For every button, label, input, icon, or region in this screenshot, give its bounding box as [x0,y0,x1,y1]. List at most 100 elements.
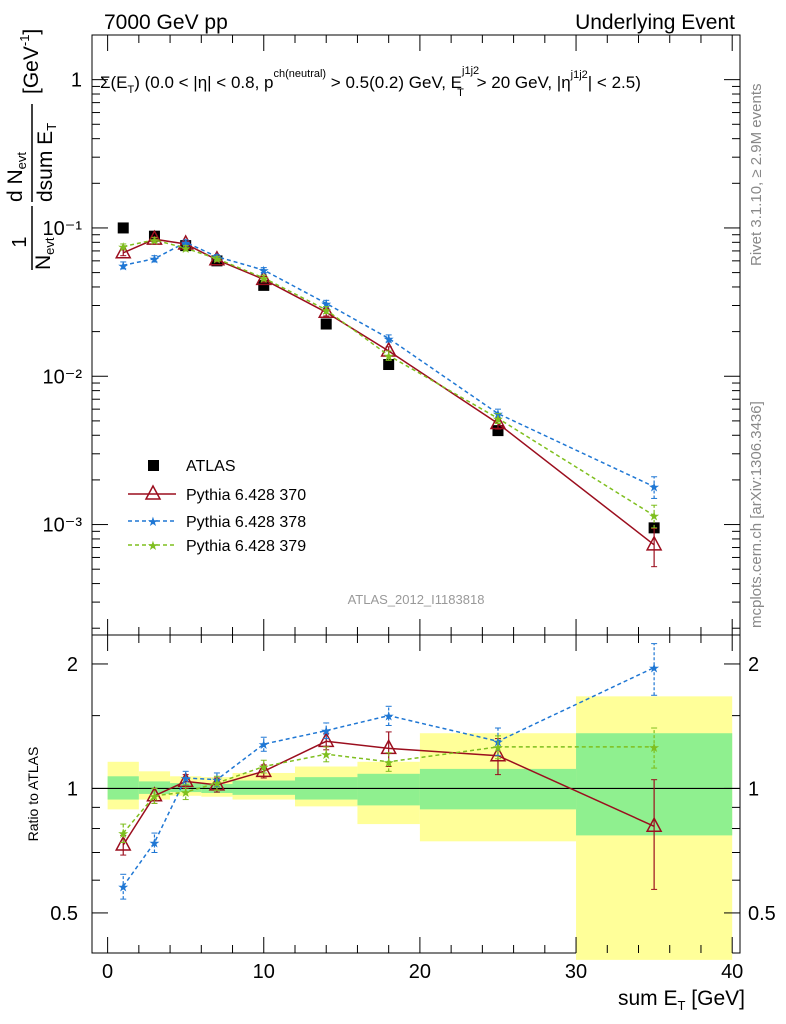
data-point-pythia-6-428-370 [645,816,663,833]
data-point-atlas [117,222,129,234]
data-point-pythia-6-428-370 [317,302,335,319]
data-point-pythia-6-428-378: ★ [117,879,129,894]
data-point-pythia-6-428-378: ★ [180,771,192,786]
data-point-pythia-6-428-378: ★ [320,296,332,311]
ratio-y-tick-label: 2 [67,654,78,676]
data-point-pythia-6-428-379: ★ [383,349,395,364]
stat-uncertainty-band [357,773,420,806]
stat-uncertainty-band [232,780,295,795]
y-label-one: 1 [9,236,31,247]
data-point-pythia-6-428-378: ★ [648,480,660,495]
legend-label-370: Pythia 6.428 370 [186,487,306,504]
ratio-x-tick-label: 30 [565,961,587,983]
ratio-y-tick-label-right: 2 [748,654,759,676]
main-y-tick-label: 10⁻² [43,366,83,388]
legend-marker-379: ★ [147,538,159,553]
data-point-atlas [320,318,332,330]
stat-uncertainty-band [419,768,577,810]
ratio-y-tick-label-right: 0.5 [748,903,776,925]
data-point-pythia-6-428-378: ★ [320,724,332,739]
y-label-dn: d Nevt [4,152,29,202]
axes: 1 10⁻¹ 10⁻² 10⁻³ 0 10 20 30 40 0.5 0.5 1 1 2 2 [43,34,776,983]
data-point-pythia-6-428-379: ★ [211,252,223,267]
ratio-plot-frame [91,634,741,954]
data-point-pythia-6-428-379: ★ [117,239,129,254]
y-axis-label: 1 Nevt d Nevt dsum ET [GeV-1] [4,29,59,270]
x-axis-label: sum ET [GeV] [618,987,745,1013]
legend-marker-378: ★ [147,514,159,529]
ratio-x-tick-label: 0 [102,961,113,983]
mcplots-label: mcplots.cern.ch [arXiv:1306.3436] [748,401,765,628]
legend-marker-370 [144,484,162,500]
data-point-atlas [148,230,160,242]
ratio-y-tick-label-right: 1 [748,778,759,800]
data-point-atlas [383,359,395,371]
cut-part-2-sup: ch(neutral) [274,68,327,80]
data-point-pythia-6-428-379: ★ [648,509,660,524]
ratio-y-tick-label: 1 [67,778,78,800]
data-point-pythia-6-428-379: ★ [149,233,161,248]
data-point-pythia-6-428-370 [489,746,507,762]
data-point-pythia-6-428-378: ★ [180,235,192,250]
y-label-unit: [GeV-1] [17,29,43,94]
data-point-pythia-6-428-378: ★ [258,263,270,278]
data-point-pythia-6-428-379: ★ [492,411,504,426]
data-point-pythia-6-428-379: ★ [258,759,270,774]
data-point-pythia-6-428-379: ★ [180,241,192,256]
ratio-uncertainty-bands [107,696,733,960]
data-point-pythia-6-428-379: ★ [117,826,129,841]
cut-part-1-sub: T [128,84,135,96]
ratio-y-axis-label: Ratio to ATLAS [25,747,41,842]
data-point-pythia-6-428-379: ★ [211,776,223,791]
ratio-x-tick-label: 10 [253,961,275,983]
cut-part-3-sub: T [457,87,464,99]
data-point-pythia-6-428-370 [146,229,163,245]
main-y-tick-label: 10⁻³ [43,515,83,537]
cut-part-5: | < 2.5) [588,73,641,92]
ratio-y-tick-label: 0.5 [50,903,78,925]
data-point-pythia-6-428-370 [255,761,273,778]
ratio-series-layer: ★★★ ★★★★★★★★ ★★★★★★ ★ [114,643,663,900]
ratio-x-tick-label: 40 [721,961,743,983]
legend-marker-atlas [148,460,159,471]
cut-part-3-sup: j1j2 [461,65,479,77]
series-line-pythia-6-428-378 [122,666,655,887]
data-point-pythia-6-428-370 [114,243,132,259]
rivet-label: Rivet 3.1.10, ≥ 2.9M events [748,84,765,267]
legend-label-atlas: ATLAS [186,458,236,475]
data-point-pythia-6-428-378: ★ [383,709,395,724]
main-series-layer: ★★★★★★★★★★★★★★★★★★ [114,222,663,568]
header-left: 7000 GeV pp [104,11,228,34]
data-point-pythia-6-428-378: ★ [149,252,161,267]
data-point-pythia-6-428-379: ★ [320,747,332,762]
data-point-pythia-6-428-379: ★ [258,271,270,286]
ratio-x-tick-label: 20 [409,961,431,983]
cut-part-1: Σ(E [100,73,128,92]
cut-part-3: > 0.5(0.2) GeV, E [326,73,462,92]
analysis-id: ATLAS_2012_I1183818 [348,592,485,607]
data-point-pythia-6-428-378: ★ [258,737,270,752]
data-point-pythia-6-428-370 [114,835,132,851]
legend-label-378: Pythia 6.428 378 [186,514,306,531]
data-point-pythia-6-428-378: ★ [149,836,161,851]
data-point-atlas [258,279,270,291]
data-point-pythia-6-428-370 [317,731,335,748]
data-point-pythia-6-428-379: ★ [648,740,660,755]
y-label-n-evt: Nevt [32,237,57,270]
cut-part-4-sup: j1j2 [570,69,588,81]
cut-part-2: ) (0.0 < |η| < 0.8, p [134,73,273,92]
data-point-pythia-6-428-379: ★ [180,785,192,800]
main-y-tick-label: 1 [71,70,82,92]
y-label-dsum: dsum ET [34,123,59,202]
data-point-pythia-6-428-378: ★ [383,331,395,346]
data-point-pythia-6-428-370 [489,413,507,430]
data-point-atlas [492,425,504,437]
cut-part-4: > 20 GeV, |η [472,73,571,92]
data-point-pythia-6-428-378: ★ [117,258,129,273]
data-point-pythia-6-428-370 [645,535,663,551]
data-point-pythia-6-428-379: ★ [320,303,332,318]
data-point-pythia-6-428-370 [255,269,273,286]
main-y-tick-label: 10⁻¹ [43,218,83,240]
data-point-pythia-6-428-370 [177,771,194,788]
data-point-pythia-6-428-378: ★ [648,661,660,676]
